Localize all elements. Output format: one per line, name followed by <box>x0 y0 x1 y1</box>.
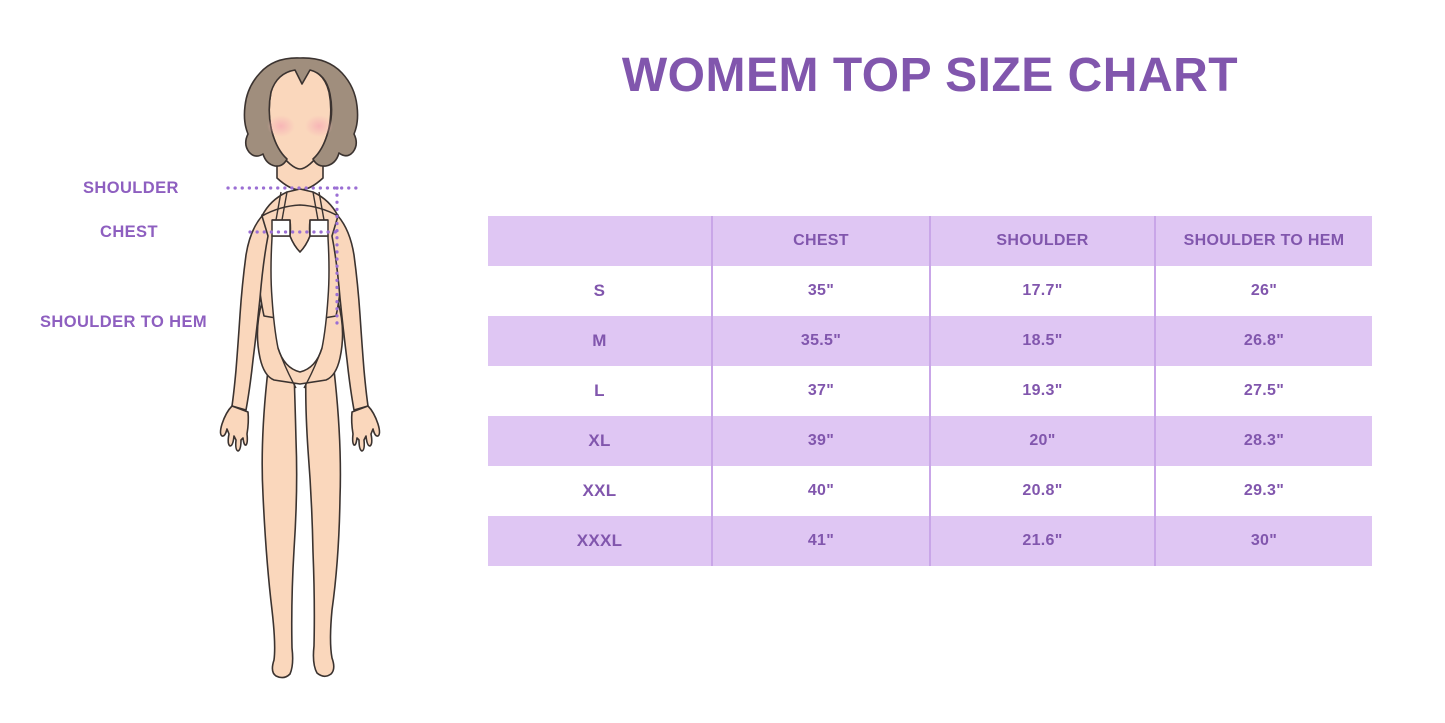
cell-shoulder: 19.3" <box>930 366 1156 416</box>
cell-chest: 41" <box>712 516 931 566</box>
left-leg <box>261 369 298 679</box>
left-arm <box>231 215 269 411</box>
cell-shoulder: 17.7" <box>930 266 1156 316</box>
hair <box>243 57 359 167</box>
table-row: XXXL 41" 21.6" 30" <box>488 516 1372 566</box>
cell-size: L <box>488 366 713 416</box>
left-hand <box>219 405 250 452</box>
cell-shoulder: 18.5" <box>930 316 1156 366</box>
column-header-size <box>488 216 713 266</box>
table-row: M 35.5" 18.5" 26.8" <box>488 316 1372 366</box>
cell-size: M <box>488 316 713 366</box>
callout-label-shoulder: SHOULDER <box>83 179 179 197</box>
body-illustration <box>150 40 450 700</box>
callout-label-shoulder-to-hem: SHOULDER TO HEM <box>40 313 208 331</box>
cell-size: S <box>488 266 713 316</box>
table-header-row: CHEST SHOULDER SHOULDER TO HEM <box>488 216 1372 266</box>
right-hand <box>350 405 381 452</box>
bodysuit-neckline <box>272 219 328 253</box>
cell-shoulder-to-hem: 27.5" <box>1155 366 1372 416</box>
size-chart-table: CHEST SHOULDER SHOULDER TO HEM S 35" 17.… <box>488 216 1372 566</box>
column-header-chest: CHEST <box>712 216 931 266</box>
table-header: CHEST SHOULDER SHOULDER TO HEM <box>488 216 1372 266</box>
cell-shoulder-to-hem: 28.3" <box>1155 416 1372 466</box>
cell-chest: 35" <box>712 266 931 316</box>
cell-shoulder-to-hem: 29.3" <box>1155 466 1372 516</box>
bodysuit-leg-openings <box>277 347 323 389</box>
table-row: S 35" 17.7" 26" <box>488 266 1372 316</box>
cell-chest: 39" <box>712 416 931 466</box>
cell-size: XL <box>488 416 713 466</box>
cell-shoulder: 20" <box>930 416 1156 466</box>
cell-shoulder-to-hem: 26.8" <box>1155 316 1372 366</box>
table-body: S 35" 17.7" 26" M 35.5" 18.5" 26.8" L 37… <box>488 266 1372 566</box>
right-leg <box>304 369 342 678</box>
bodysuit-straps <box>275 191 325 221</box>
cell-chest: 37" <box>712 366 931 416</box>
column-header-shoulder: SHOULDER <box>930 216 1156 266</box>
right-arm <box>331 215 369 411</box>
callout-label-chest: CHEST <box>100 223 158 241</box>
blush-left <box>267 115 295 137</box>
column-header-shoulder-to-hem: SHOULDER TO HEM <box>1155 216 1372 266</box>
cell-size: XXL <box>488 466 713 516</box>
cell-shoulder: 21.6" <box>930 516 1156 566</box>
table-row: XL 39" 20" 28.3" <box>488 416 1372 466</box>
cell-shoulder-to-hem: 26" <box>1155 266 1372 316</box>
cell-chest: 40" <box>712 466 931 516</box>
cell-shoulder: 20.8" <box>930 466 1156 516</box>
female-figure-svg <box>219 57 381 679</box>
cell-size: XXXL <box>488 516 713 566</box>
cell-chest: 35.5" <box>712 316 931 366</box>
bodysuit-cup-left <box>271 219 292 237</box>
table-row: L 37" 19.3" 27.5" <box>488 366 1372 416</box>
table-row: XXL 40" 20.8" 29.3" <box>488 466 1372 516</box>
blush-right <box>305 115 333 137</box>
bodysuit-cup-right <box>308 219 329 237</box>
cell-shoulder-to-hem: 30" <box>1155 516 1372 566</box>
page-title: WOMEM TOP SIZE CHART <box>621 49 1239 102</box>
